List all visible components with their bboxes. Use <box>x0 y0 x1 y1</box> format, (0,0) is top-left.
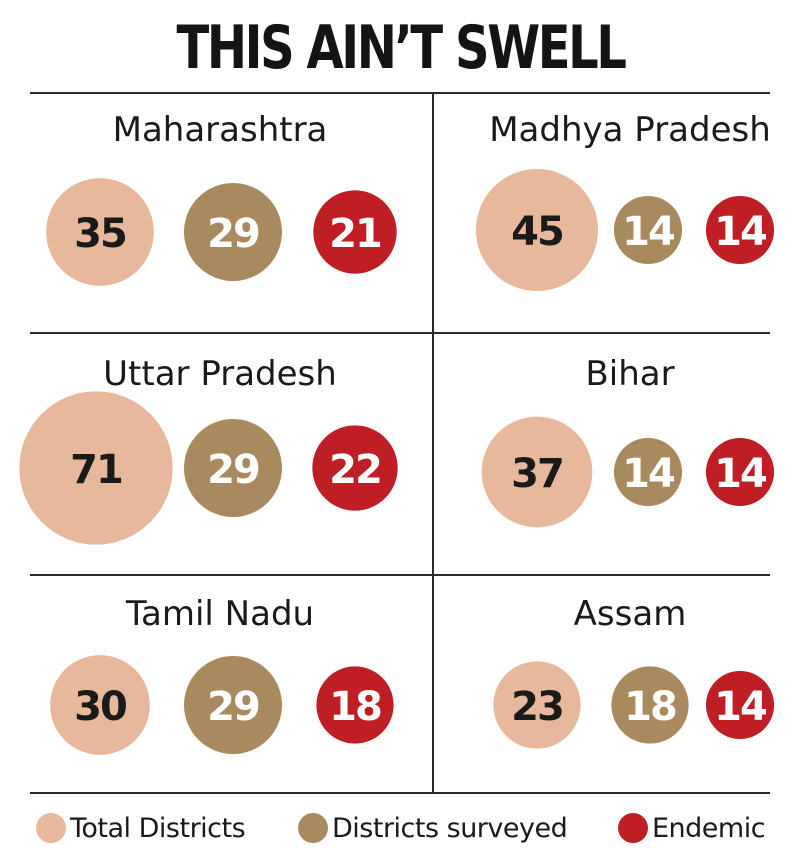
bubble-tamil-nadu-surveyed <box>183 655 283 755</box>
panel-title-assam: Assam <box>573 594 687 634</box>
legend-item-endemic: Endemic <box>618 808 766 848</box>
chart-title: THIS AIN’T SWELL <box>176 13 627 83</box>
legend-label-surveyed: Districts surveyed <box>332 812 568 844</box>
bubble-uttar-pradesh-surveyed <box>183 418 283 518</box>
bubble-label-assam-endemic: 14 <box>714 684 766 730</box>
bubble-label-uttar-pradesh-total: 71 <box>70 447 122 493</box>
bubble-label-bihar-surveyed: 14 <box>622 451 674 497</box>
panel-title-bihar: Bihar <box>585 354 675 394</box>
panel-title-maharashtra: Maharashtra <box>112 110 328 150</box>
bubble-assam-endemic <box>705 670 775 740</box>
grid-line-top <box>30 92 770 94</box>
panel-title-uttar-pradesh: Uttar Pradesh <box>103 354 337 394</box>
bubble-assam-surveyed <box>611 666 689 744</box>
grid-line-bottom <box>30 792 770 794</box>
legend-swatch-surveyed <box>298 813 328 843</box>
bubble-label-assam-total: 23 <box>511 684 563 730</box>
bubble-label-uttar-pradesh-endemic: 22 <box>329 447 381 493</box>
legend-item-total: Total Districts <box>36 808 246 848</box>
bubble-madhya-pradesh-endemic <box>705 195 775 265</box>
legend-label-total: Total Districts <box>70 812 246 844</box>
bubble-label-maharashtra-surveyed: 29 <box>207 211 259 257</box>
bubble-label-madhya-pradesh-surveyed: 14 <box>622 209 674 255</box>
bubble-label-maharashtra-endemic: 21 <box>329 211 381 257</box>
panel-title-tamil-nadu: Tamil Nadu <box>125 594 315 634</box>
bubble-assam-total <box>493 661 581 749</box>
bubble-label-tamil-nadu-surveyed: 29 <box>207 684 259 730</box>
panel-title-madhya-pradesh: Madhya Pradesh <box>489 110 771 150</box>
bubble-label-assam-surveyed: 18 <box>624 684 676 730</box>
legend-item-surveyed: Districts surveyed <box>298 808 568 848</box>
bubble-label-bihar-total: 37 <box>511 451 563 497</box>
bubble-bihar-total <box>481 416 593 528</box>
bubble-madhya-pradesh-surveyed <box>613 195 683 265</box>
bubble-tamil-nadu-total <box>50 655 150 755</box>
bubble-label-bihar-endemic: 14 <box>714 451 766 497</box>
bubble-bihar-endemic <box>705 437 775 507</box>
bubble-label-maharashtra-total: 35 <box>74 211 126 257</box>
legend-swatch-endemic <box>618 813 648 843</box>
bubble-label-madhya-pradesh-total: 45 <box>511 209 563 255</box>
bubble-uttar-pradesh-endemic <box>312 425 398 511</box>
legend-label-endemic: Endemic <box>652 812 766 844</box>
legend-swatch-total <box>36 813 66 843</box>
grid-line-row1 <box>30 332 770 334</box>
bubble-tamil-nadu-endemic <box>316 666 394 744</box>
bubble-label-madhya-pradesh-endemic: 14 <box>714 209 766 255</box>
bubble-madhya-pradesh-total <box>475 168 599 292</box>
bubble-maharashtra-surveyed <box>183 182 283 282</box>
bubble-maharashtra-total <box>46 178 154 286</box>
bubble-maharashtra-endemic <box>313 190 397 274</box>
bubble-bihar-surveyed <box>613 437 683 507</box>
bubble-label-tamil-nadu-endemic: 18 <box>329 684 381 730</box>
bubble-uttar-pradesh-total <box>19 391 173 545</box>
bubble-label-uttar-pradesh-surveyed: 29 <box>207 447 259 493</box>
grid-line-row2 <box>30 574 770 576</box>
grid-line-center <box>432 92 434 792</box>
bubble-label-tamil-nadu-total: 30 <box>74 684 126 730</box>
